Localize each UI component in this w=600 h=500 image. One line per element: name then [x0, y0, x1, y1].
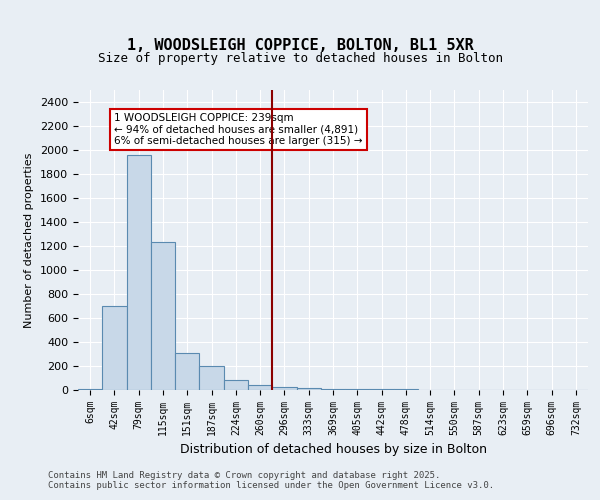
Text: 1, WOODSLEIGH COPPICE, BOLTON, BL1 5XR: 1, WOODSLEIGH COPPICE, BOLTON, BL1 5XR	[127, 38, 473, 52]
Text: 1 WOODSLEIGH COPPICE: 239sqm
← 94% of detached houses are smaller (4,891)
6% of : 1 WOODSLEIGH COPPICE: 239sqm ← 94% of de…	[115, 113, 363, 146]
Text: Size of property relative to detached houses in Bolton: Size of property relative to detached ho…	[97, 52, 503, 65]
Bar	[175, 353, 199, 390]
Bar	[151, 242, 175, 390]
Bar	[248, 384, 272, 390]
Y-axis label: Number of detached properties: Number of detached properties	[25, 152, 34, 328]
Bar	[345, 389, 370, 390]
Text: Contains HM Land Registry data © Crown copyright and database right 2025.
Contai: Contains HM Land Registry data © Crown c…	[48, 470, 494, 490]
Bar	[199, 366, 224, 390]
Bar	[321, 389, 345, 390]
X-axis label: Distribution of detached houses by size in Bolton: Distribution of detached houses by size …	[179, 444, 487, 456]
Bar	[127, 155, 151, 390]
Bar	[272, 387, 296, 390]
Bar	[102, 306, 127, 390]
Bar	[224, 380, 248, 390]
Bar	[296, 388, 321, 390]
